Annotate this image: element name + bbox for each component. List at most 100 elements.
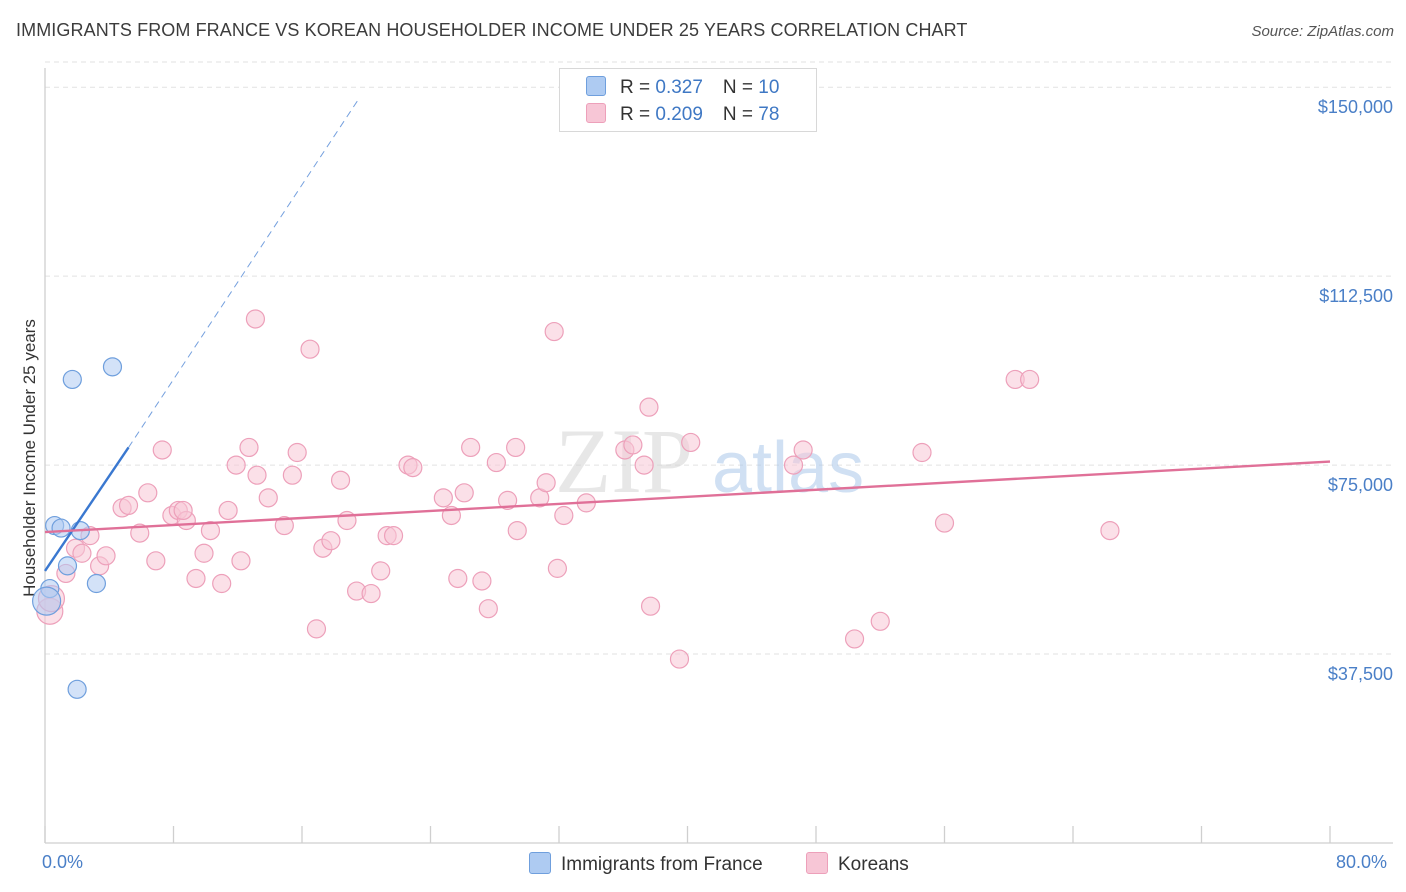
korea-point bbox=[138, 483, 158, 503]
korea-point bbox=[194, 543, 214, 563]
legend-row-korea: R = 0.209 N = 78 bbox=[586, 103, 779, 127]
korea-point bbox=[486, 452, 506, 473]
korea-point bbox=[130, 523, 150, 543]
bottom-legend-france: Immigrants from France bbox=[529, 852, 763, 876]
x-tick-max: 80.0% bbox=[1336, 852, 1388, 872]
korea-point bbox=[245, 309, 266, 329]
korea-point bbox=[870, 611, 890, 631]
korea-point bbox=[783, 455, 804, 475]
korea-point bbox=[634, 455, 654, 475]
trend-lines bbox=[44, 96, 1331, 572]
france-point bbox=[51, 518, 71, 538]
korea-point bbox=[454, 483, 474, 503]
korea-point bbox=[173, 500, 193, 521]
korea-point bbox=[498, 490, 518, 510]
korea-point bbox=[96, 546, 116, 566]
korea-point bbox=[274, 515, 294, 536]
legend-korea-r-value: 0.209 bbox=[655, 104, 703, 125]
korea-point bbox=[247, 465, 267, 485]
legend-swatch-france bbox=[586, 76, 606, 96]
france-point bbox=[86, 573, 107, 594]
korea-point bbox=[300, 339, 320, 359]
korea-point bbox=[461, 437, 481, 458]
korea-point bbox=[403, 458, 423, 478]
y-tick-label: $75,000 bbox=[1328, 475, 1393, 495]
korea-point bbox=[282, 465, 302, 485]
korea-point bbox=[793, 440, 813, 460]
korea-point bbox=[472, 571, 492, 591]
axes-layer bbox=[44, 68, 1393, 844]
korea-point bbox=[231, 551, 251, 571]
korea-point bbox=[433, 488, 453, 508]
korea-point bbox=[152, 440, 172, 460]
korea-point bbox=[371, 561, 391, 581]
korea-point bbox=[186, 568, 206, 589]
france-series bbox=[32, 357, 123, 699]
legend-france-n-value: 10 bbox=[758, 77, 780, 98]
korea-point bbox=[844, 629, 865, 649]
korea-point bbox=[287, 442, 307, 463]
korea-point bbox=[669, 649, 690, 669]
legend-france-r-label: R = bbox=[620, 77, 656, 98]
korea-point bbox=[146, 551, 166, 571]
chart-title: IMMIGRANTS FROM FRANCE VS KOREAN HOUSEHO… bbox=[16, 20, 968, 40]
korea-point bbox=[1100, 520, 1120, 541]
france-point bbox=[102, 357, 123, 377]
korea-point bbox=[554, 505, 574, 526]
legend-france-r-value: 0.327 bbox=[655, 77, 703, 98]
france-point bbox=[32, 586, 62, 616]
legend-swatch-korea bbox=[586, 103, 606, 123]
korea-point bbox=[544, 321, 564, 342]
korea-point bbox=[118, 495, 139, 516]
korea-point bbox=[547, 558, 567, 578]
korea-point bbox=[306, 619, 327, 639]
france-point bbox=[57, 556, 78, 576]
korea-point bbox=[330, 470, 351, 490]
korea-point bbox=[218, 500, 238, 521]
legend-korea-r-label: R = bbox=[620, 104, 656, 125]
france-point bbox=[67, 679, 87, 699]
y-tick-labels: $37,500 $75,000 $112,500 $150,000 bbox=[1318, 97, 1393, 684]
korea-point bbox=[226, 455, 246, 475]
bottom-legend-swatch-france bbox=[529, 852, 551, 874]
korea-point bbox=[212, 573, 232, 594]
bottom-legend-label-korea: Koreans bbox=[838, 854, 909, 875]
korea-point bbox=[623, 435, 643, 455]
y-tick-label: $150,000 bbox=[1318, 97, 1393, 117]
korea-point bbox=[681, 432, 701, 453]
correlation-legend: R = 0.327 N = 10 R = 0.209 N = 78 bbox=[559, 68, 817, 132]
korea-point bbox=[321, 531, 341, 551]
source-label: Source: ZipAtlas.com bbox=[1251, 23, 1394, 40]
korea-point bbox=[507, 520, 527, 541]
france-trend-extension bbox=[128, 96, 361, 448]
korea-point bbox=[536, 473, 556, 493]
legend-korea-n-label: N = bbox=[722, 104, 759, 125]
korea-point bbox=[239, 437, 259, 458]
korea-point bbox=[200, 520, 221, 541]
legend-korea-n-value: 78 bbox=[758, 104, 780, 125]
y-tick-label: $112,500 bbox=[1319, 286, 1393, 306]
x-tick-min: 0.0% bbox=[42, 852, 84, 872]
korea-point bbox=[448, 568, 468, 589]
korea-point bbox=[640, 596, 661, 616]
watermark-zip: ZIP bbox=[555, 410, 693, 512]
korea-point bbox=[478, 599, 498, 619]
y-tick-label: $37,500 bbox=[1328, 664, 1393, 684]
korea-point bbox=[361, 583, 381, 604]
legend-row-france: R = 0.327 N = 10 bbox=[586, 76, 779, 100]
korea-point bbox=[258, 488, 278, 508]
korea-trend-line bbox=[44, 460, 1331, 534]
watermark: ZIP atlas bbox=[555, 410, 864, 512]
korea-point bbox=[934, 513, 955, 533]
france-point bbox=[62, 369, 82, 390]
korea-point bbox=[72, 543, 92, 563]
bottom-legend-korea: Koreans bbox=[806, 852, 909, 876]
france-trend-line bbox=[44, 446, 130, 572]
korea-point bbox=[1020, 369, 1040, 390]
korea-point bbox=[506, 437, 526, 458]
korea-point bbox=[639, 397, 659, 417]
korea-point bbox=[912, 442, 932, 463]
bottom-legend-label-france: Immigrants from France bbox=[561, 854, 763, 875]
legend-france-n-label: N = bbox=[722, 77, 759, 98]
